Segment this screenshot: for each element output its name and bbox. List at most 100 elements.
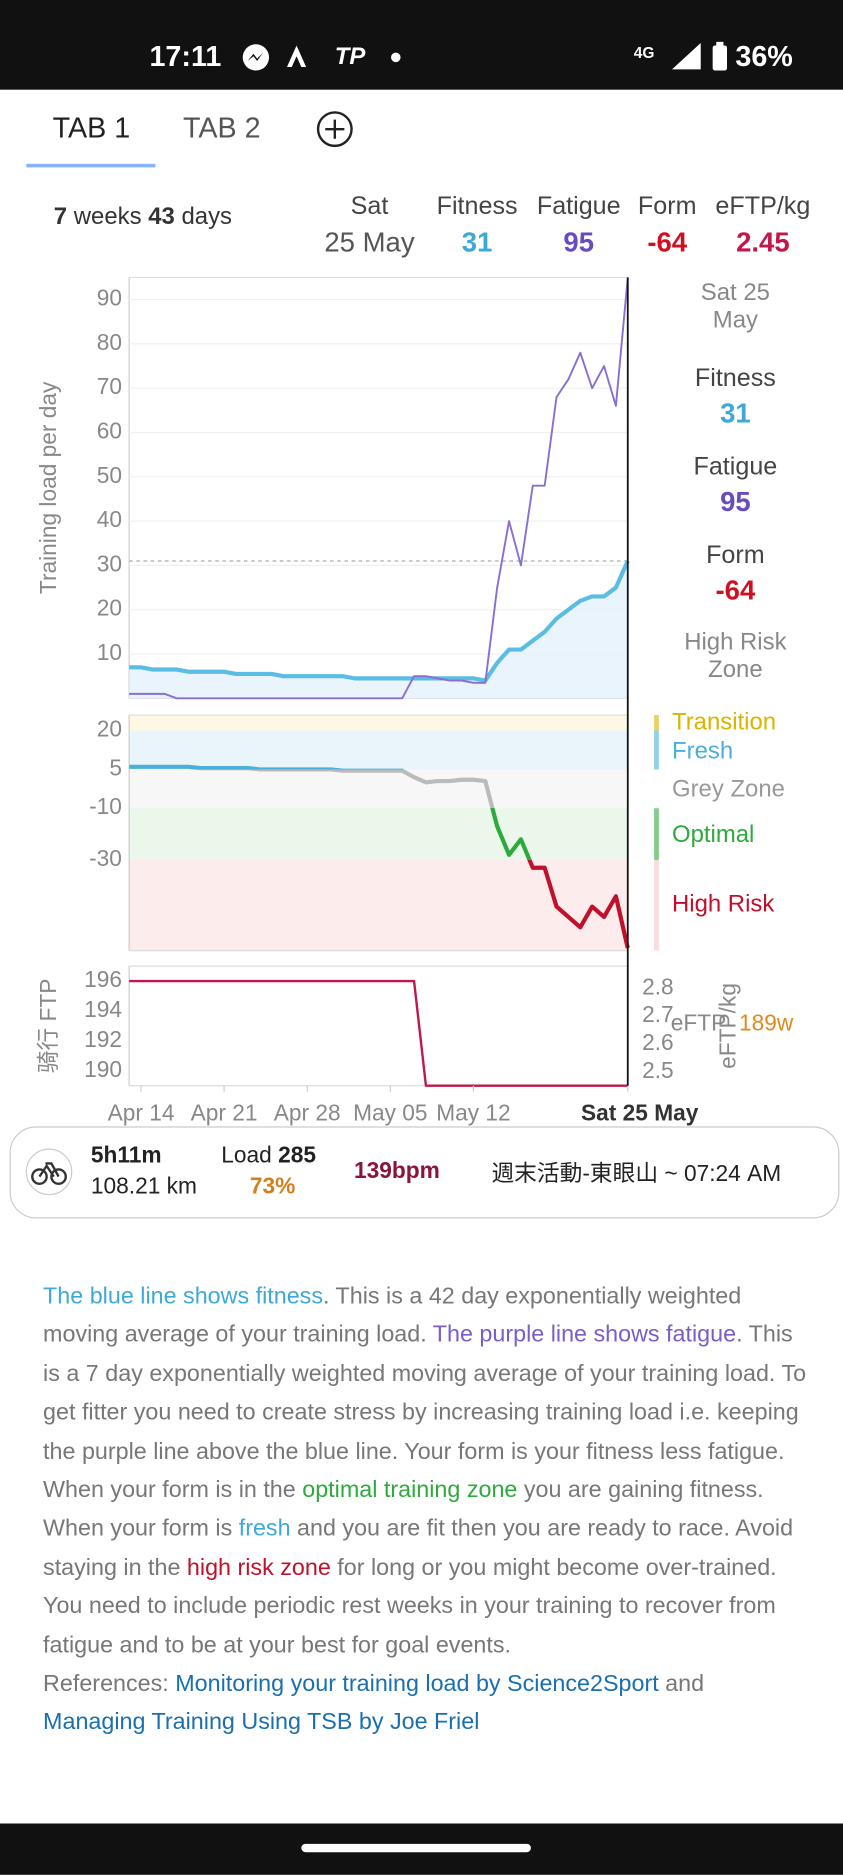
reference-link[interactable]: Monitoring your training load by Science… (175, 1670, 659, 1697)
side-fitness-label: Fitness (694, 364, 776, 393)
y-tick-label: 2.8 (642, 973, 674, 999)
distance: 108.21 km (90, 1174, 197, 1200)
x-tick-label: May 05 (353, 1099, 427, 1125)
zone-key (654, 715, 659, 731)
zone (129, 860, 628, 951)
x-tick-label: Apr 21 (191, 1099, 258, 1125)
fatigue-value: 95 (563, 226, 595, 258)
y-tick-label: 194 (84, 996, 122, 1022)
y-tick-label: 60 (97, 417, 122, 443)
side-fatigue-value: 95 (720, 486, 751, 518)
zone (129, 808, 628, 861)
description-text: and you are fit then you are ready to ra… (43, 1515, 794, 1581)
description-text: The purple line shows fatigue (432, 1321, 737, 1349)
fitness-value: 31 (461, 226, 493, 258)
side-date: Sat 25 May (700, 279, 770, 334)
series-line (129, 277, 629, 700)
tab[interactable]: TAB 1 (52, 112, 131, 145)
intensity: 73% (249, 1174, 296, 1200)
description-text: . This is a 7 day exponentially weighted… (43, 1321, 807, 1504)
description-text: fresh (238, 1515, 291, 1542)
duration: 5h11m (90, 1143, 162, 1169)
y-tick-label: 190 (84, 1056, 122, 1082)
zone-label: High Risk (672, 890, 774, 917)
x-tick-label: Apr 28 (274, 1099, 341, 1125)
y-tick-label: 30 (97, 550, 122, 576)
signal-battery (672, 41, 728, 71)
zone-key (654, 860, 659, 951)
description-text: . This is a 42 day exponentially weighte… (43, 1283, 742, 1349)
y-tick-label: -10 (89, 793, 122, 819)
home-pill[interactable] (301, 1843, 531, 1853)
y-tick-label: 196 (84, 966, 122, 992)
annotation-label: eFTP (671, 1010, 727, 1036)
axis-title: eFTP/kg (714, 983, 740, 1069)
clock: 17:11 (149, 40, 222, 73)
zone-label: Fresh (672, 737, 733, 764)
weekday: Sat (350, 192, 389, 221)
description-text: optimal training zone (302, 1476, 518, 1504)
description-text: The blue line shows fitness (43, 1283, 323, 1310)
add-tab[interactable] (316, 110, 354, 148)
axis-title: Training load per day (35, 381, 61, 594)
zone-label: Optimal (672, 821, 754, 848)
weeks-label: weeks (73, 203, 142, 231)
heart-rate: 139bpm (353, 1158, 440, 1184)
y-tick-label: 2.5 (642, 1057, 674, 1083)
zone-key (654, 730, 659, 770)
fitness-area (129, 560, 628, 699)
y-tick-label: -30 (89, 845, 122, 871)
x-tick-label: Apr 14 (108, 1099, 175, 1125)
eftp-label: eFTP/kg (715, 192, 811, 221)
days: 43 (148, 203, 175, 231)
charts: 10 20 30 40 50 60 70 80 90 Training load per day T… (35, 276, 794, 1125)
description-text: high risk zone (186, 1554, 331, 1581)
weeks: 7 (53, 203, 68, 231)
side-fatigue-label: Fatigue (693, 453, 778, 481)
y-tick-label: 20 (97, 716, 122, 742)
references-joiner: and (658, 1670, 705, 1697)
description: The blue line shows fitness. This is a 4… (43, 1277, 808, 1742)
y-tick-label: 90 (97, 285, 122, 311)
y-tick-label: 80 (97, 329, 122, 355)
references-label: References: (43, 1670, 176, 1697)
y-tick-label: 10 (97, 639, 122, 665)
series-line (129, 560, 630, 683)
y-tick-label: 70 (97, 373, 122, 399)
tab[interactable]: TAB 2 (182, 112, 261, 145)
reference-link[interactable]: Managing Training Using TSB by Joe Friel (43, 1709, 480, 1736)
side-status: High Risk Zone (684, 628, 787, 683)
axis-title: 骑行 FTP (35, 979, 61, 1074)
zone-label: Transition (672, 709, 776, 736)
y-tick-label: 2.7 (642, 1001, 674, 1027)
zone (129, 769, 628, 809)
side-form-value: -64 (715, 574, 756, 606)
app-icon: TP (334, 43, 366, 70)
nav-bar (0, 1823, 843, 1875)
description-text: for long or you might become over-traine… (43, 1554, 777, 1659)
notification-icons (242, 44, 307, 71)
annotation-value: 189w (739, 1010, 794, 1036)
network: 4G (633, 43, 655, 62)
y-tick-label: 5 (109, 754, 122, 780)
zone (129, 715, 628, 731)
y-tick-label: 20 (97, 595, 122, 621)
date: 25 May (324, 226, 415, 258)
fatigue-label: Fatigue (536, 192, 621, 221)
side-form-label: Form (706, 541, 765, 570)
series-line (129, 764, 630, 949)
form-label: Form (637, 192, 697, 221)
tab-indicator (26, 163, 156, 168)
activity-card[interactable]: 5h11m 108.21 km Load 285 73% 139bpm 週末活動… (9, 1126, 840, 1219)
y-tick-label: 2.6 (642, 1029, 674, 1055)
period: 7 weeks 43 days (54, 204, 232, 232)
y-tick-label: 192 (84, 1026, 122, 1052)
zone-key (654, 808, 659, 861)
dot (391, 52, 401, 63)
days-label: days (181, 203, 232, 231)
description-text: you are gaining fitness. When your form … (43, 1476, 764, 1542)
fitness-label: Fitness (436, 192, 518, 221)
x-tick-label: Sat 25 May (581, 1099, 699, 1125)
eftp-value: 2.45 (736, 226, 790, 258)
form-value: -64 (647, 226, 688, 258)
